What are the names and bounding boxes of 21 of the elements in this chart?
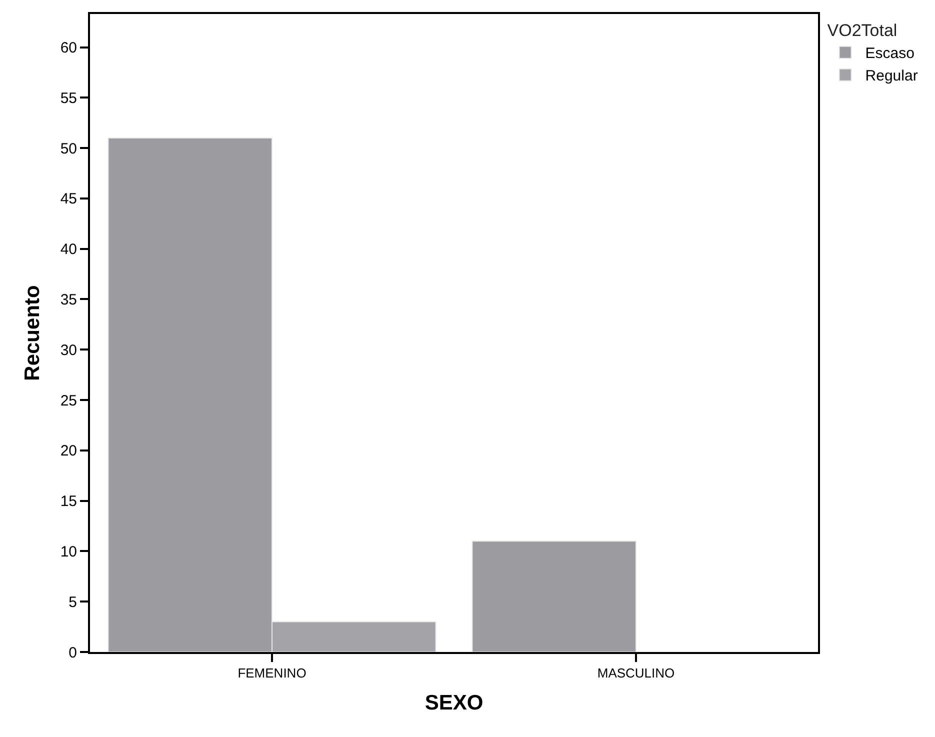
legend-label: Escaso xyxy=(865,45,914,62)
bar xyxy=(472,540,636,652)
y-tick-label: 20 xyxy=(60,442,77,460)
x-tick-label: FEMENINO xyxy=(238,666,306,681)
y-tick-label: 60 xyxy=(60,40,77,57)
legend-title: VO2Total xyxy=(827,21,898,40)
y-tick-label: 50 xyxy=(60,140,77,158)
y-tick-label: 35 xyxy=(60,291,77,308)
x-axis-title: SEXO xyxy=(424,691,484,714)
y-tick-label: 5 xyxy=(68,594,77,611)
y-tick-label: 0 xyxy=(68,644,77,662)
y-tick-label: 45 xyxy=(60,190,77,208)
y-tick-label: 55 xyxy=(60,90,77,107)
y-tick-label: 25 xyxy=(60,392,77,410)
y-tick-label: 30 xyxy=(60,342,77,359)
y-tick-label: 10 xyxy=(60,543,77,560)
legend-label: Regular xyxy=(865,68,918,85)
y-tick-label: 15 xyxy=(60,493,77,510)
x-tick-label: MASCULINO xyxy=(597,666,675,681)
y-axis-title: Recuento xyxy=(20,285,44,381)
y-tick-label: 40 xyxy=(60,241,77,258)
